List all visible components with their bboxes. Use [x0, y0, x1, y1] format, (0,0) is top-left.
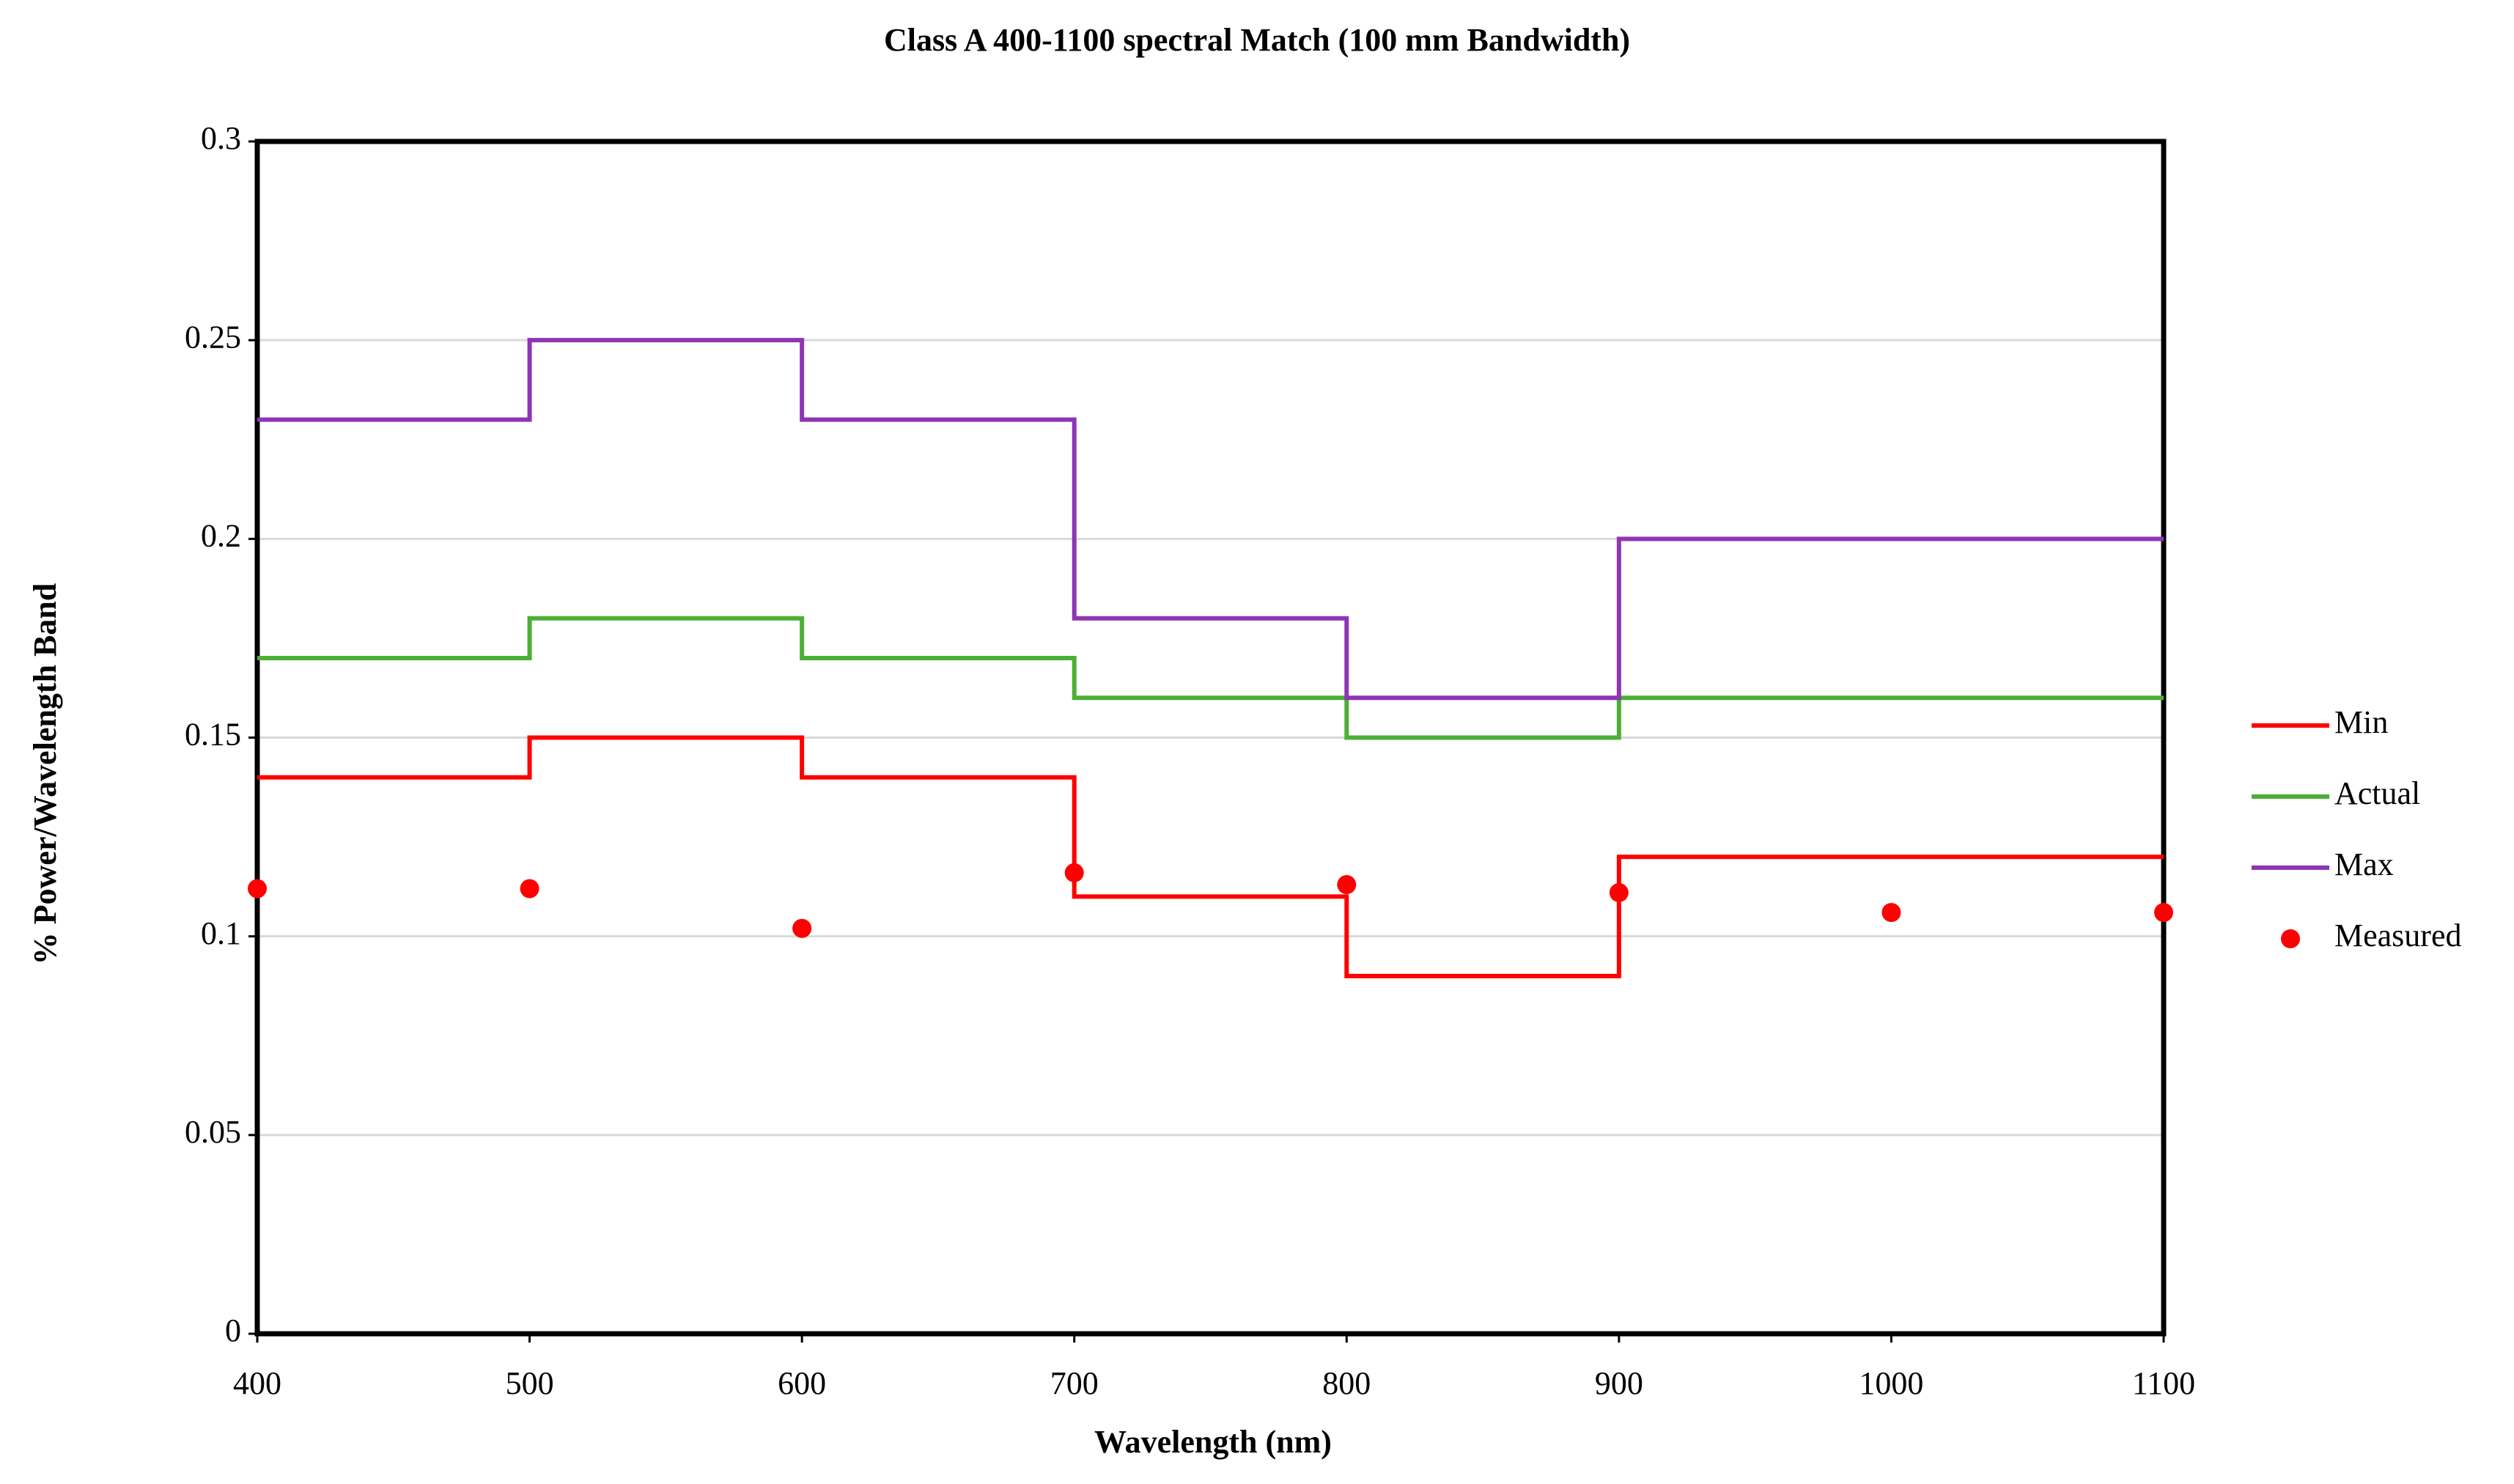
- step-line: [257, 735, 2164, 978]
- x-tick-label: 1100: [2132, 1365, 2195, 1401]
- y-tick-label: 0: [225, 1313, 241, 1348]
- x-tick-label: 700: [1050, 1365, 1099, 1401]
- x-axis-label: Wavelength (nm): [1094, 1424, 1332, 1460]
- point: [792, 918, 812, 938]
- x-tick-label: 400: [233, 1365, 281, 1401]
- point: [1609, 883, 1629, 903]
- plot-frame: [254, 139, 2167, 1337]
- point: [520, 879, 539, 898]
- x-tick-label: 500: [506, 1365, 554, 1401]
- y-axis-label: % Power/Wavelength Band: [27, 583, 63, 965]
- y-tick-label: 0.05: [185, 1114, 241, 1150]
- point: [248, 879, 267, 898]
- legend-label: Actual: [2334, 775, 2420, 811]
- x-tick-label: 600: [778, 1365, 826, 1401]
- y-tick-label: 0.2: [201, 517, 241, 553]
- legend-label: Min: [2334, 704, 2388, 740]
- y-tick-label: 0.1: [201, 915, 241, 951]
- legend-label: Measured: [2334, 918, 2462, 953]
- legend-marker: [2281, 929, 2300, 948]
- y-tick-label: 0.25: [185, 319, 241, 355]
- point: [1064, 863, 1084, 882]
- point: [1337, 875, 1357, 895]
- x-tick-label: 900: [1595, 1365, 1643, 1401]
- x-tick-label: 1000: [1859, 1365, 1923, 1401]
- step-line: [257, 616, 2164, 740]
- legend-label: Max: [2334, 846, 2394, 882]
- chart-title: Class A 400-1100 spectral Match (100 mm …: [884, 22, 1630, 58]
- step-line: [257, 338, 2164, 701]
- point: [1881, 903, 1901, 923]
- y-tick-label: 0.15: [185, 717, 241, 753]
- y-tick-label: 0.3: [201, 120, 241, 156]
- x-tick-label: 800: [1322, 1365, 1371, 1401]
- point: [2154, 903, 2173, 923]
